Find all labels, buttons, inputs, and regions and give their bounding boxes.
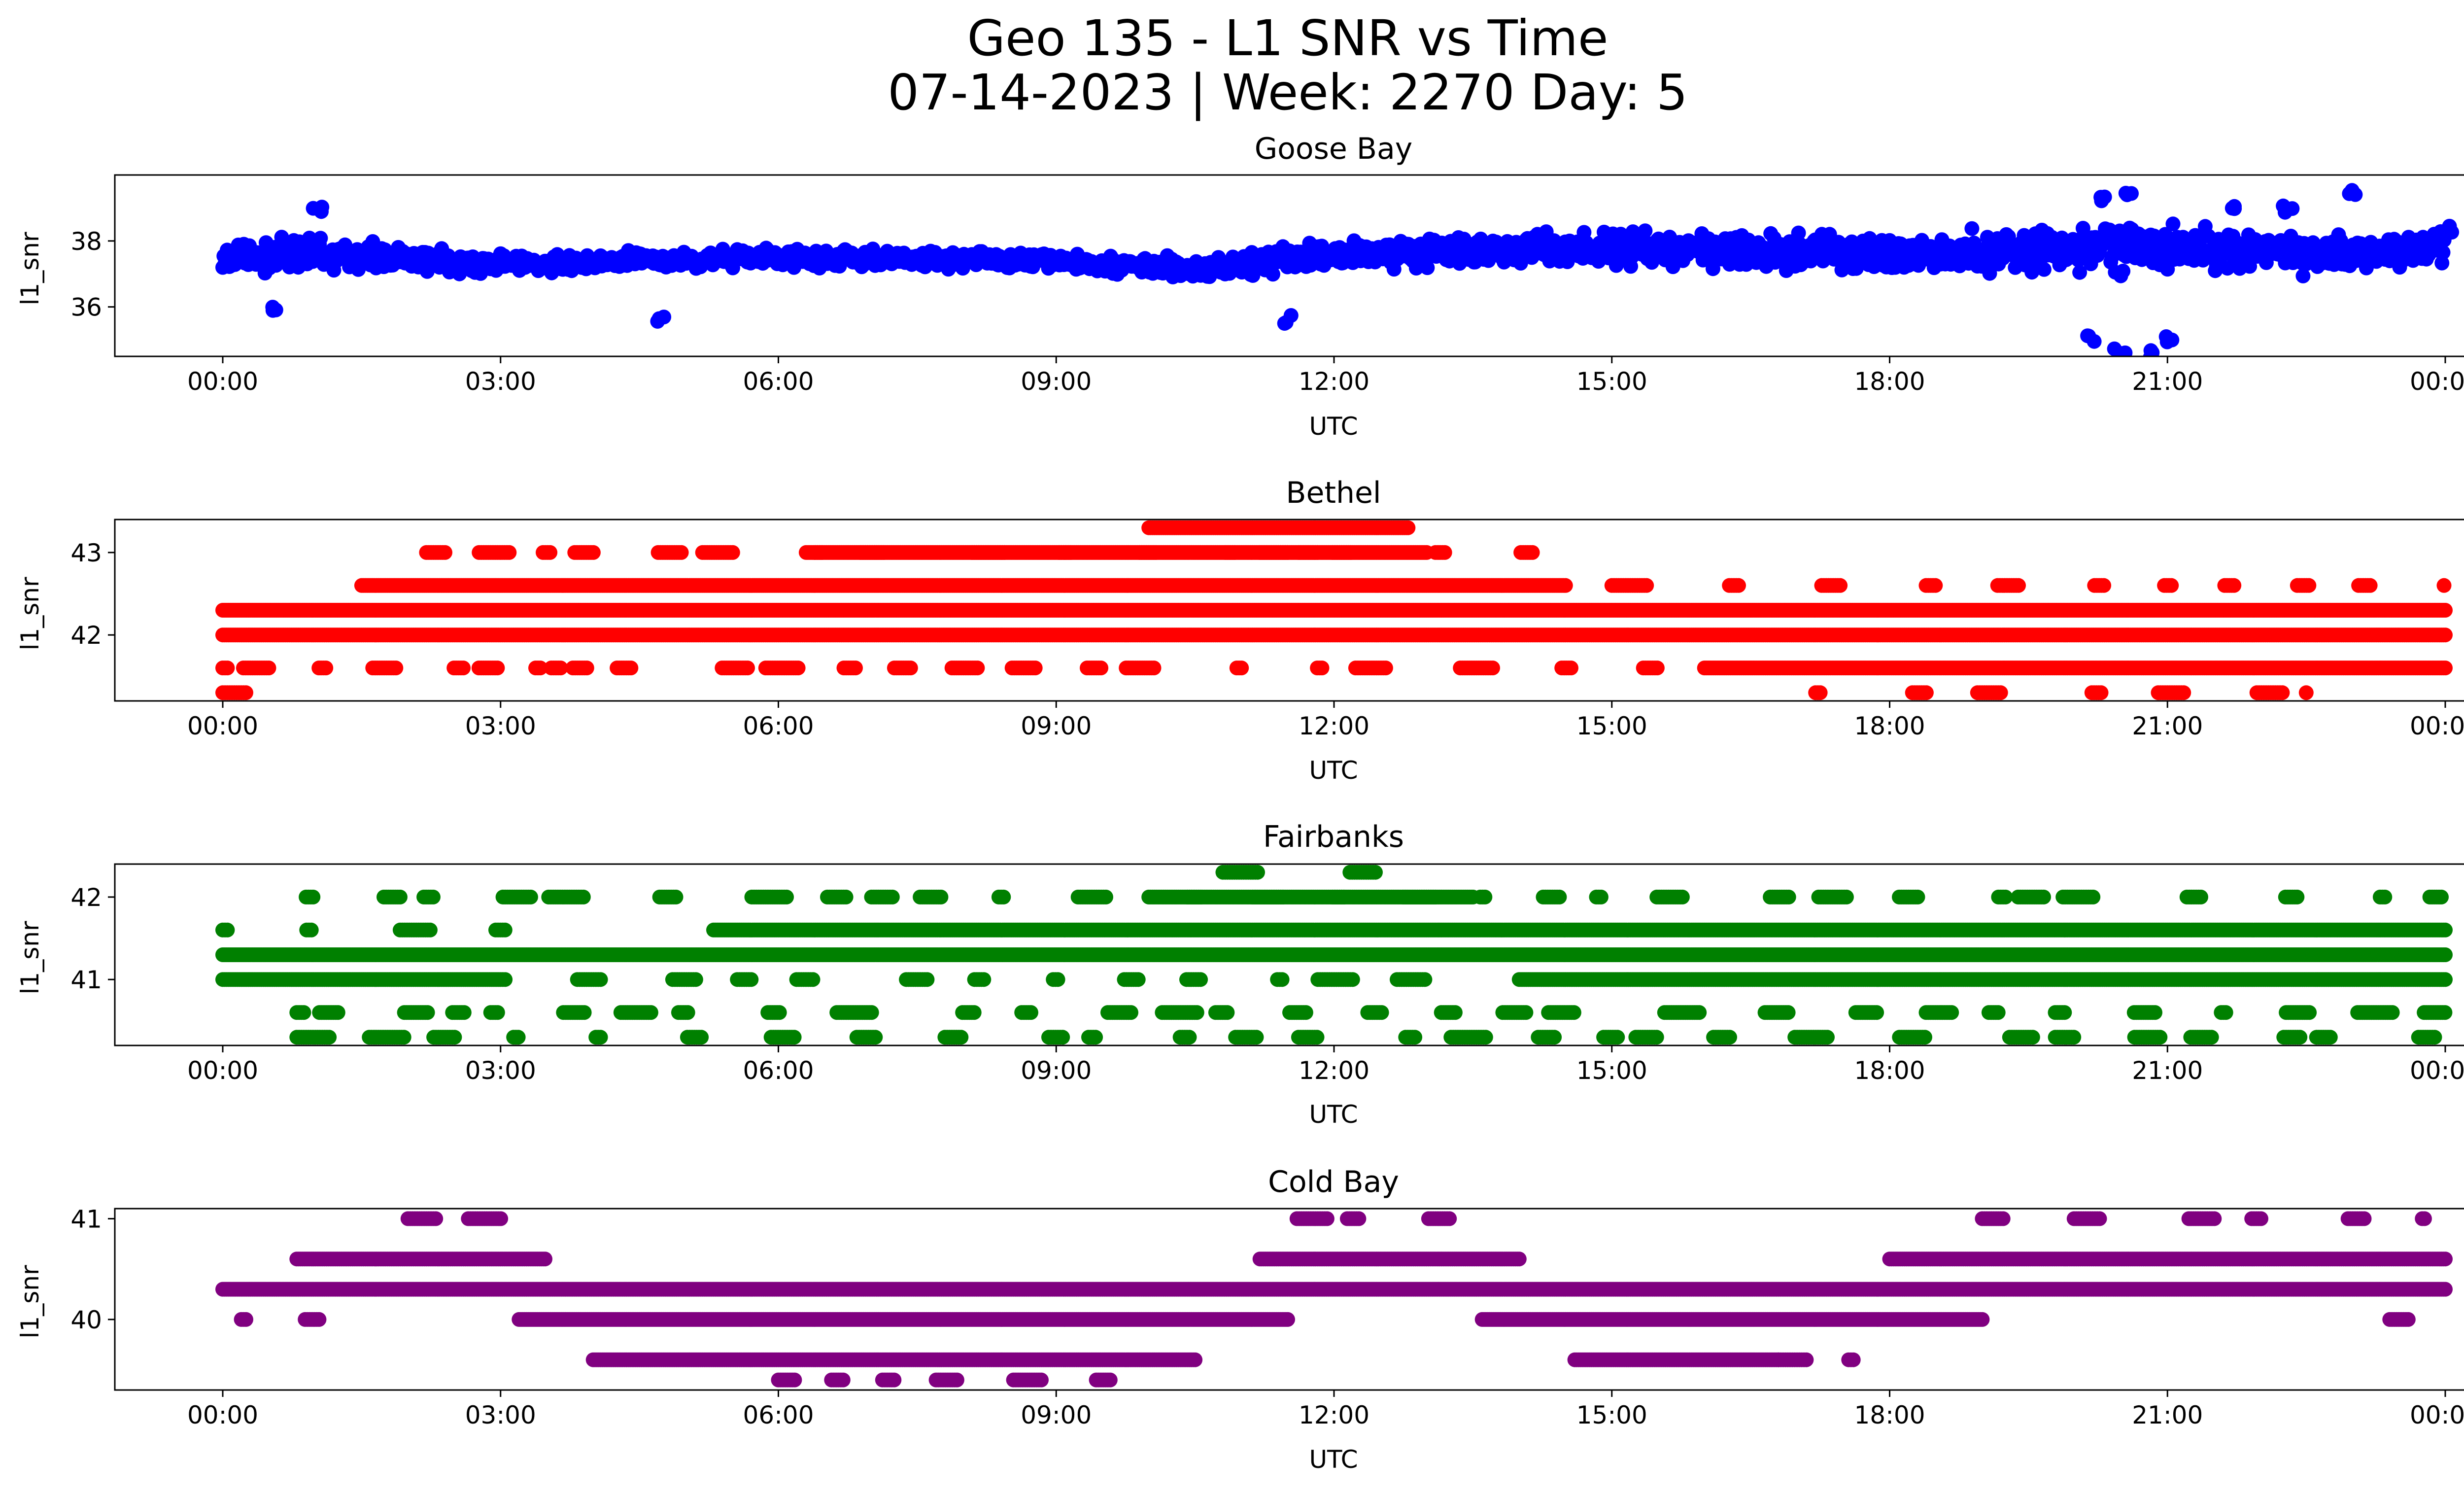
data-point [2333,233,2348,248]
x-tick-label: 15:00 [1576,367,1647,396]
data-point [1266,267,1280,282]
data-point [2118,185,2133,201]
axes-frame [114,174,2464,357]
panel-title: Goose Bay [1255,132,1413,166]
data-point [2036,262,2052,277]
figure-title-line-1: Geo 135 - L1 SNR vs Time [967,9,1608,67]
data-point [2227,199,2242,214]
data-point [2072,265,2088,280]
data-point [2438,603,2453,618]
x-axis-label: UTC [1309,756,1358,785]
data-point [265,300,280,315]
x-tick-label: 12:00 [1299,367,1369,396]
data-point [2348,187,2363,202]
x-tick-label: 21:00 [2132,367,2203,396]
x-tick-label: 00:00 [187,367,258,396]
data-point [2075,221,2090,236]
data-point [274,230,289,245]
data-point [2158,329,2174,344]
data-point [2438,627,2453,643]
data-point [1283,308,1299,323]
data-point [2094,193,2109,209]
x-axis-label: UTC [1309,412,1358,441]
figure-title-line-2: 07-14-2023 | Week: 2270 Day: 5 [888,64,1687,121]
panel-goose-bay: Goose Bay UTC l1_snr 00:00 03:00 06:00 09:0… [16,132,2464,441]
data-point [1638,223,1653,239]
data-point [2285,201,2300,216]
y-tick-label: 38 [70,227,102,256]
data-point [2220,261,2235,276]
data-point [2433,224,2448,239]
data-point [1982,266,1997,281]
y-axis-label: l1_snr [16,232,44,305]
data-point [651,311,667,326]
data-point [1791,225,1806,241]
scatter-points [215,183,2460,356]
x-tick-label: 03:00 [465,367,536,396]
data-point [2295,268,2311,283]
data-point [2143,350,2158,356]
data-point [1513,256,1528,271]
data-point [2118,345,2133,356]
x-tick-label: 18:00 [1854,367,1925,396]
x-tick-label: 00:00 [2410,367,2464,396]
data-point [1420,260,1435,276]
scatter-points [215,520,2453,700]
data-point [2435,245,2451,260]
x-tick-label: 06:00 [743,367,814,396]
data-point [313,231,328,246]
data-point [2116,264,2131,278]
data-point [2165,216,2181,232]
data-point [2081,328,2096,344]
panel-title: Bethel [1286,476,1381,510]
y-axis-label: l1_snr [16,577,44,650]
data-point [306,201,321,216]
x-tick-label: 09:00 [1021,367,1092,396]
y-tick-label: 36 [70,293,102,322]
panel-bethel: Bethel UTC l1_snr 00:00 03:00 06:00 09:00 12… [16,476,2464,785]
data-point [1964,221,1980,236]
